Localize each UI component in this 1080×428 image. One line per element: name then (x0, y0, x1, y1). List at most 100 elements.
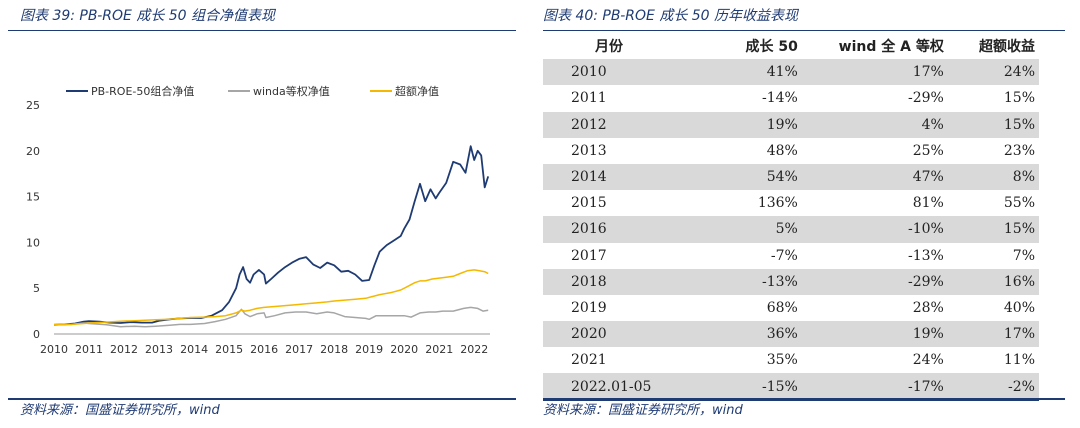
cell-period: 2016 (543, 216, 690, 243)
y-tick-label: 10 (26, 236, 40, 249)
cell-winda-equal: 81% (912, 195, 944, 212)
cell-period: 2018 (543, 268, 690, 295)
cell-period: 2014 (543, 163, 690, 191)
x-tick-label: 2017 (285, 343, 313, 356)
cell-excess: 15% (1003, 90, 1035, 107)
legend-label-2: 超额净值 (395, 84, 439, 98)
header-month: 月份 (595, 39, 623, 56)
cell-period: 2022.01-05 (543, 373, 690, 401)
cell-growth50: -14% (762, 90, 798, 107)
x-tick-label: 2019 (355, 343, 383, 356)
cell-growth50: -13% (689, 268, 826, 295)
table-row: 2020 36% 19% 17% (543, 321, 1039, 348)
cell-excess: 40% (1003, 299, 1035, 316)
cell-growth50: 35% (766, 352, 798, 369)
cell-period: 2011 (571, 90, 607, 107)
table-header-row: 月份 成长 50 wind 全 A 等权 超额收益 (543, 33, 1039, 59)
x-tick-label: 2016 (250, 343, 278, 356)
y-tick-label: 15 (26, 191, 40, 204)
cell-period: 2021 (571, 352, 607, 369)
chart-legend: PB-ROE-50组合净值 winda等权净值 超额净值 (66, 84, 439, 98)
cell-period: 2010 (543, 59, 690, 86)
cell-winda-equal: 24% (912, 352, 944, 369)
table-row: 2015 136% 81% 55% (543, 190, 1039, 216)
cell-excess: 15% (969, 216, 1039, 243)
table-row: 2021 35% 24% 11% (543, 347, 1039, 373)
table-row: 2017 -7% -13% 7% (543, 243, 1039, 269)
cell-growth50: 54% (689, 163, 826, 191)
y-tick-label: 25 (26, 99, 40, 112)
cell-period: 2013 (571, 142, 607, 159)
y-tick-label: 5 (33, 282, 40, 295)
cell-excess: 23% (1003, 142, 1035, 159)
cell-excess: 15% (969, 111, 1039, 138)
y-tick-label: 0 (33, 328, 40, 341)
x-tick-label: 2013 (145, 343, 173, 356)
x-tick-label: 2010 (40, 343, 68, 356)
chart-source-note: 资料来源：国盛证券研究所，wind (20, 403, 220, 418)
cell-winda-equal: 25% (912, 142, 944, 159)
cell-growth50: 19% (689, 111, 826, 138)
cell-excess: 7% (1012, 247, 1035, 264)
series-line-2 (53, 269, 489, 326)
cell-winda-equal: -10% (825, 216, 970, 243)
cell-period: 2015 (571, 195, 607, 212)
cell-winda-equal: -13% (907, 247, 944, 264)
x-tick-label: 2012 (110, 343, 138, 356)
header-excess: 超额收益 (979, 39, 1035, 56)
cell-period: 2019 (571, 299, 607, 316)
cell-excess: 11% (1003, 352, 1035, 369)
cell-winda-equal: 17% (825, 59, 970, 86)
chart-top-rule (8, 30, 516, 31)
table-row: 2013 48% 25% 23% (543, 138, 1039, 164)
table-row: 2016 5% -10% 15% (543, 216, 1039, 243)
chart-bottom-rule (8, 398, 516, 400)
table-row: 2011 -14% -29% 15% (543, 85, 1039, 111)
cell-winda-equal: -29% (825, 268, 970, 295)
header-growth50: 成长 50 (745, 39, 798, 56)
cell-excess: 55% (1003, 195, 1035, 212)
x-tick-label: 2021 (425, 343, 453, 356)
cell-period: 2020 (543, 321, 690, 348)
series-line-0 (53, 145, 490, 326)
x-tick-label: 2022 (460, 343, 488, 356)
header-winda-equal: wind 全 A 等权 (838, 39, 944, 56)
cell-excess: 24% (969, 59, 1039, 86)
cell-period: 2017 (571, 247, 607, 264)
chart-series (53, 145, 490, 328)
table-bottom-rule (543, 398, 1065, 400)
cell-winda-equal: 47% (825, 163, 970, 191)
cell-growth50: 48% (766, 142, 798, 159)
cell-excess: 16% (969, 268, 1039, 295)
cell-growth50: 36% (689, 321, 826, 348)
chart-figure-title: 图表 39: PB-ROE 成长 50 组合净值表现 (20, 8, 276, 24)
cell-winda-equal: -17% (825, 373, 970, 401)
table-figure-title: 图表 40: PB-ROE 成长 50 历年收益表现 (543, 8, 799, 24)
cell-winda-equal: 19% (825, 321, 970, 348)
annual-return-table: 月份 成长 50 wind 全 A 等权 超额收益 2010 41% 17% 24% 2… (543, 33, 1039, 401)
cell-winda-equal: 28% (912, 299, 944, 316)
x-tick-label: 2014 (180, 343, 208, 356)
cell-winda-equal: -29% (907, 90, 944, 107)
cell-period: 2012 (543, 111, 690, 138)
x-tick-label: 2018 (320, 343, 348, 356)
table-row: 2012 19% 4% 15% (543, 111, 1039, 138)
x-tick-label: 2020 (390, 343, 418, 356)
table-source-note: 资料来源：国盛证券研究所，wind (543, 403, 743, 418)
cell-excess: 8% (969, 163, 1039, 191)
cell-growth50: -15% (689, 373, 826, 401)
cell-growth50: 5% (689, 216, 826, 243)
x-tick-label: 2015 (215, 343, 243, 356)
table-row: 2019 68% 28% 40% (543, 295, 1039, 321)
table-panel: 图表 40: PB-ROE 成长 50 历年收益表现 月份 成长 50 wind… (543, 0, 1068, 428)
table-row: 2022.01-05 -15% -17% -2% (543, 373, 1039, 401)
cell-growth50: 41% (689, 59, 826, 86)
table-row: 2018 -13% -29% 16% (543, 268, 1039, 295)
cell-excess: 17% (969, 321, 1039, 348)
cell-excess: -2% (969, 373, 1039, 401)
nav-line-chart: PB-ROE-50组合净值 winda等权净值 超额净值 0 5 10 15 20 25 201… (26, 84, 490, 356)
chart-panel: 图表 39: PB-ROE 成长 50 组合净值表现 PB-ROE-50组合净值… (0, 0, 523, 428)
table-row: 2014 54% 47% 8% (543, 163, 1039, 191)
cell-growth50: 136% (757, 195, 798, 212)
table-top-rule (543, 30, 1065, 31)
